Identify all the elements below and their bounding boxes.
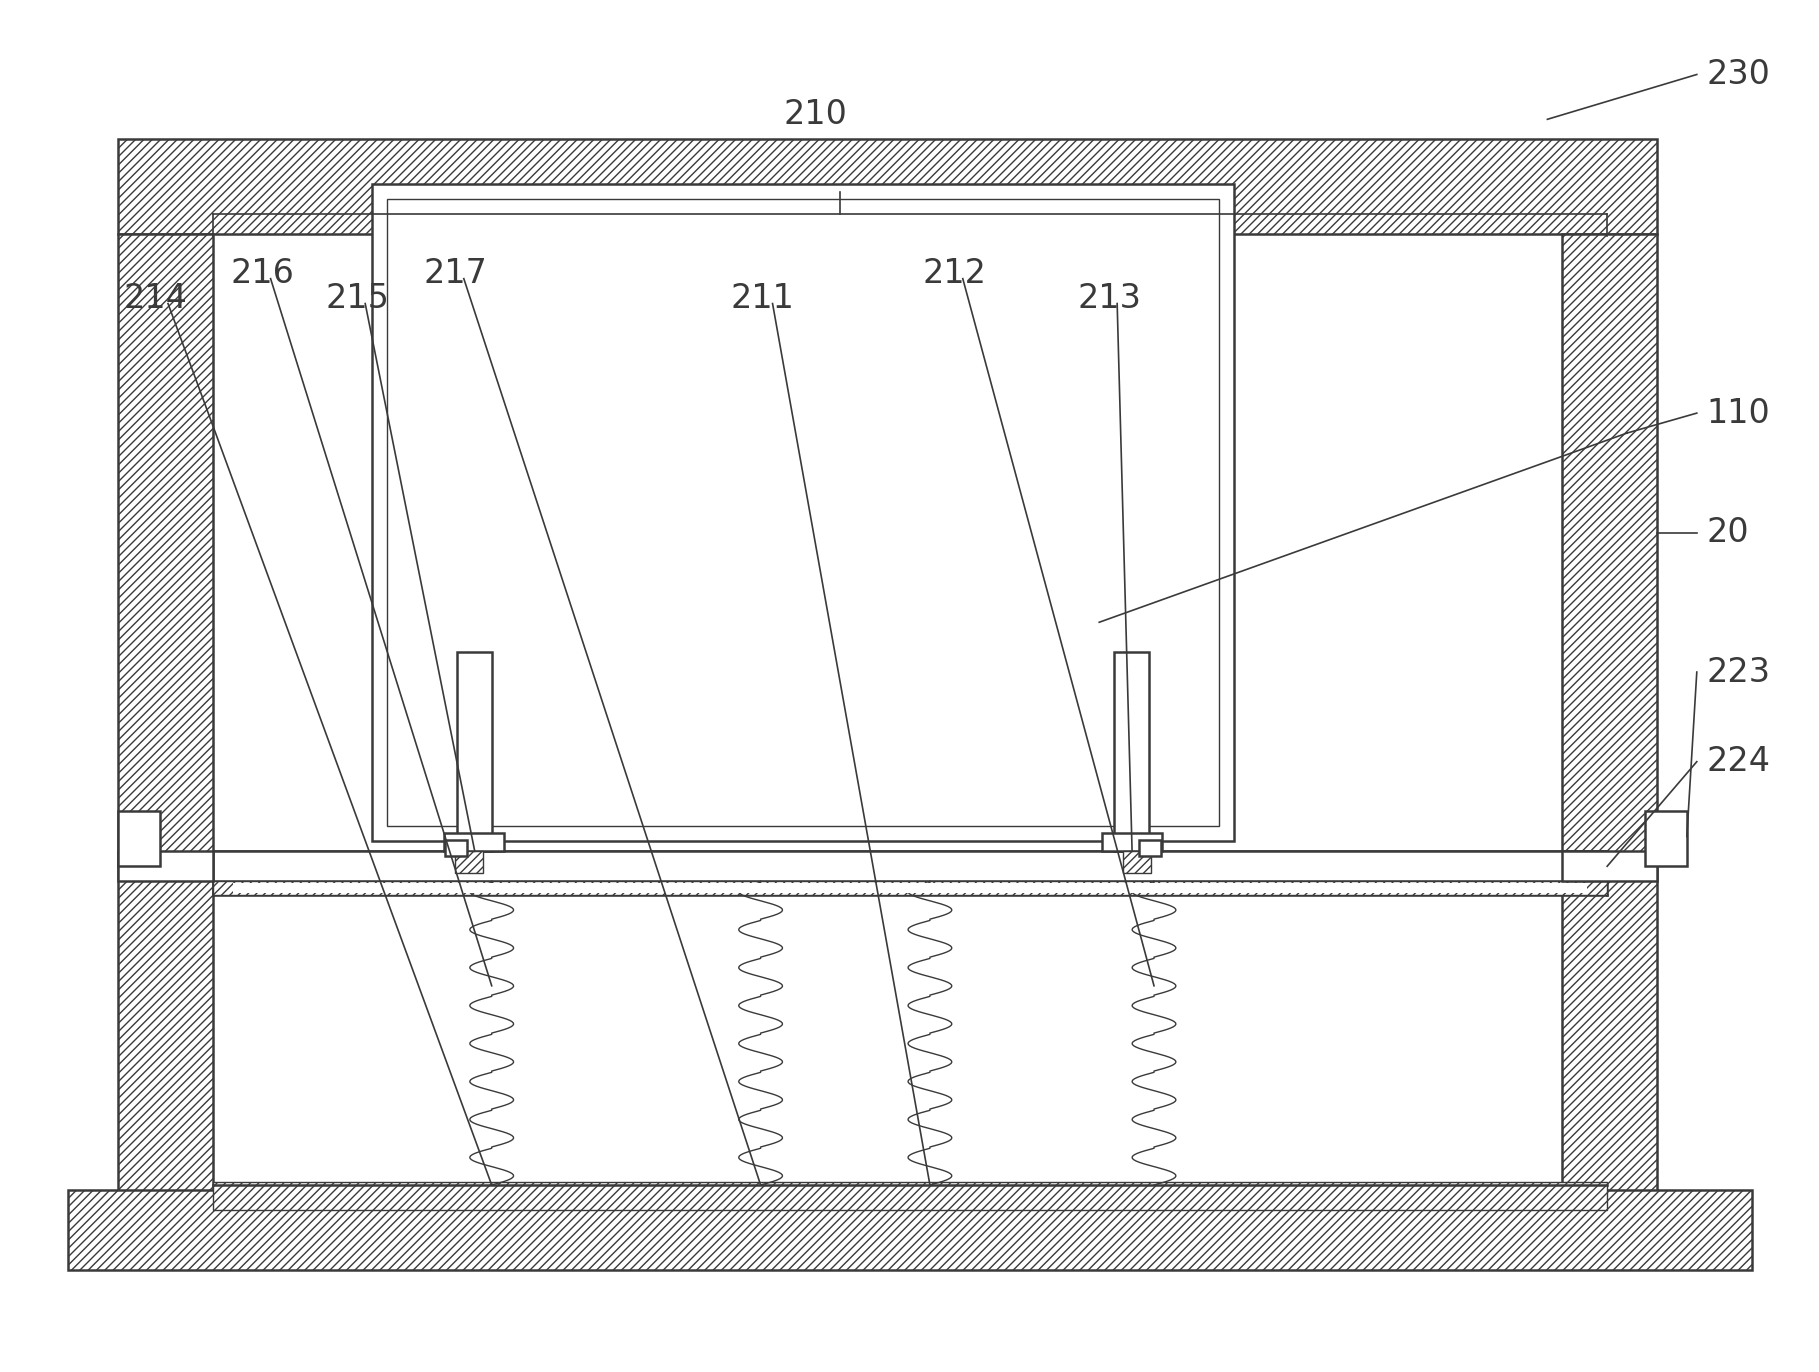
Text: 20: 20 xyxy=(1706,516,1750,549)
Bar xyxy=(444,833,504,852)
Bar xyxy=(1563,233,1657,1225)
Bar xyxy=(69,1190,1752,1269)
Text: 214: 214 xyxy=(124,283,187,316)
Bar xyxy=(1139,841,1161,856)
Text: 224: 224 xyxy=(1706,745,1770,778)
Text: 211: 211 xyxy=(731,283,795,316)
Bar xyxy=(1102,833,1162,852)
Text: 217: 217 xyxy=(424,257,487,289)
Text: 110: 110 xyxy=(1706,397,1770,429)
Bar xyxy=(1115,652,1150,852)
Bar xyxy=(387,199,1219,826)
Text: 223: 223 xyxy=(1706,656,1770,689)
Text: 216: 216 xyxy=(231,257,295,289)
Text: 230: 230 xyxy=(1706,58,1770,91)
Bar xyxy=(446,841,467,856)
Bar xyxy=(118,233,213,1225)
Bar xyxy=(233,884,1588,893)
Bar xyxy=(118,139,1657,233)
Bar xyxy=(457,652,491,852)
Bar xyxy=(1122,852,1151,873)
Text: 215: 215 xyxy=(326,283,389,316)
Bar xyxy=(213,881,1608,895)
Bar xyxy=(213,1183,1608,1210)
Text: 210: 210 xyxy=(784,97,848,130)
Bar xyxy=(373,184,1233,841)
Bar xyxy=(118,852,213,881)
Bar xyxy=(1644,811,1686,866)
Bar xyxy=(455,852,482,873)
Bar xyxy=(213,852,1608,881)
Text: 213: 213 xyxy=(1077,283,1141,316)
Bar xyxy=(1563,852,1657,881)
Text: 212: 212 xyxy=(922,257,988,289)
Bar xyxy=(118,811,160,866)
